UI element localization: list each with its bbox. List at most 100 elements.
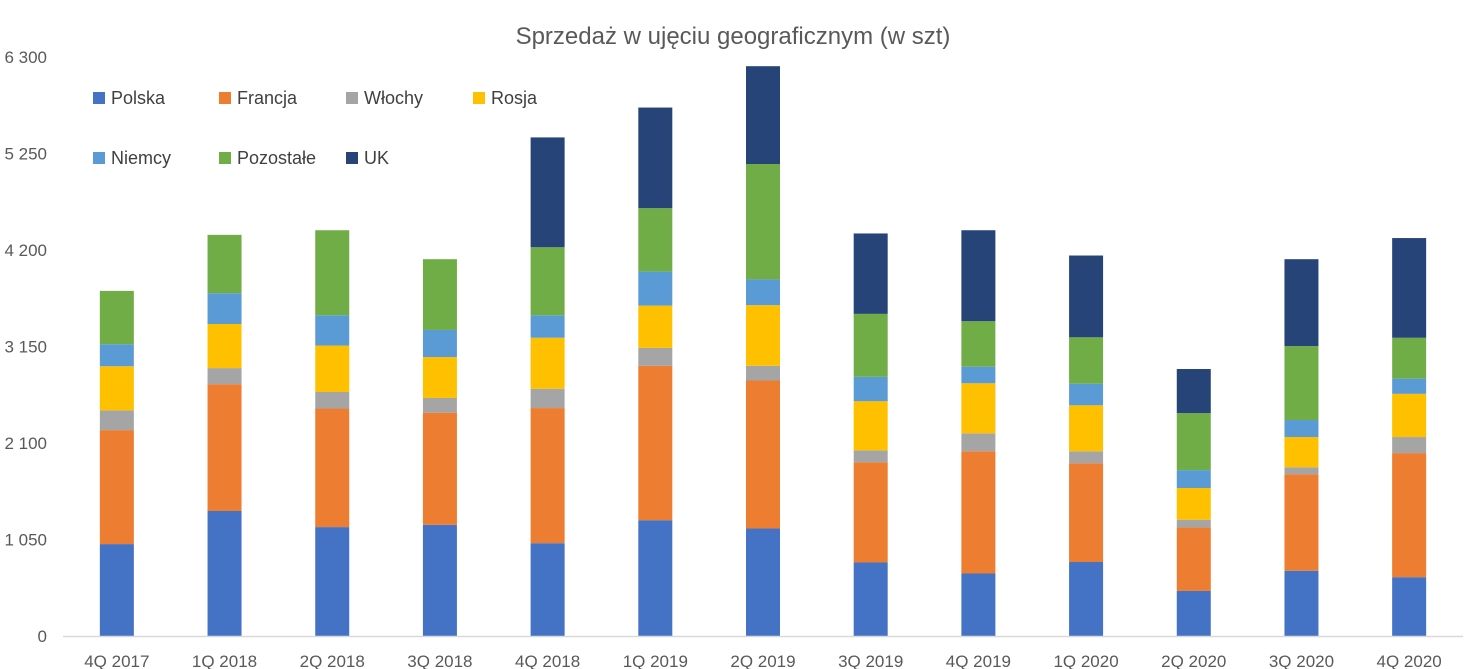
bar-segment-polska [1176, 590, 1211, 636]
bar-segment-włochy [1284, 467, 1319, 475]
bar-segment-włochy [207, 368, 242, 385]
bar-segment-niemcy [1392, 378, 1427, 394]
legend-label: Włochy [364, 88, 423, 108]
x-tick-label: 1Q 2020 [1053, 652, 1118, 669]
legend-swatch-niemcy [93, 152, 105, 164]
bar-segment-włochy [99, 410, 134, 431]
legend-label: Rosja [491, 88, 538, 108]
bar-segment-francja [99, 430, 134, 545]
y-tick-label: 5 250 [4, 145, 47, 164]
bar-segment-niemcy [1284, 420, 1319, 438]
legend-swatch-włochy [346, 92, 358, 104]
bar-segment-niemcy [1069, 383, 1104, 406]
bar-segment-polska [315, 527, 350, 636]
bar-segment-włochy [961, 433, 996, 452]
legend: Polska Francja Włochy Rosja Niemcy Pozostałe U… [93, 88, 538, 168]
bar-segment-niemcy [315, 315, 350, 346]
bar-segment-rosja [1392, 393, 1427, 438]
bar-segment-rosja [853, 401, 888, 451]
x-tick-label: 2Q 2018 [300, 652, 365, 669]
bar-segment-uk [853, 233, 888, 314]
y-tick-label: 0 [38, 627, 47, 646]
bar-segment-francja [207, 384, 242, 512]
bar-segment-pozostałe [1284, 346, 1319, 421]
bar-segment-rosja [315, 345, 350, 392]
bar-segment-pozostałe [638, 208, 673, 272]
bar-segment-rosja [746, 305, 780, 366]
legend-label: Niemcy [111, 148, 171, 168]
bar-segment-francja [422, 412, 457, 525]
bar-segment-pozostałe [530, 247, 565, 316]
bar-segment-pozostałe [1176, 413, 1211, 471]
bar-segment-polska [99, 544, 134, 636]
bar-segment-francja [1069, 463, 1104, 563]
legend-swatch-rosja [473, 92, 485, 104]
bar-segment-rosja [961, 383, 996, 434]
x-axis: 4Q 2017 1Q 2018 2Q 2018 3Q 2018 4Q 2018 1Q 20… [63, 635, 1463, 669]
legend-label: UK [364, 148, 389, 168]
bar-segment-polska [746, 528, 780, 636]
bar-segment-francja [746, 380, 780, 529]
legend-swatch-pozostałe [219, 152, 231, 164]
bar-segment-włochy [638, 347, 673, 366]
bar-segment-pozostałe [961, 321, 996, 367]
bar-segment-niemcy [961, 366, 996, 384]
bar-segment-niemcy [207, 293, 242, 324]
bar-segment-pozostałe [207, 234, 242, 294]
bar-segment-rosja [1069, 405, 1104, 452]
bar-segment-polska [853, 562, 888, 636]
bar-segment-rosja [1176, 488, 1211, 520]
bar-segment-włochy [853, 450, 888, 463]
bar-segment-francja [1176, 527, 1211, 591]
bar-segment-włochy [1069, 451, 1104, 464]
bar-segment-rosja [638, 305, 673, 348]
bar-segment-polska [638, 520, 673, 636]
bar-segment-niemcy [638, 271, 673, 306]
bar-segment-pozostałe [99, 290, 134, 345]
x-tick-label: 3Q 2018 [407, 652, 472, 669]
x-tick-label: 3Q 2020 [1269, 652, 1334, 669]
bar-segment-polska [422, 524, 457, 636]
x-tick-label: 4Q 2020 [1377, 652, 1442, 669]
y-tick-label: 1 050 [4, 531, 47, 550]
bar-segment-francja [961, 451, 996, 574]
bar-segment-francja [853, 462, 888, 563]
chart-title: Sprzedaż w ujęciu geograficznym (w szt) [516, 23, 951, 50]
bar-segment-pozostałe [853, 313, 888, 377]
bar-segment-pozostałe [746, 164, 780, 280]
bar-segment-uk [746, 66, 780, 165]
y-tick-label: 2 100 [4, 434, 47, 453]
bar-segment-uk [1284, 259, 1319, 347]
bar-segment-francja [1284, 474, 1319, 571]
x-tick-label: 1Q 2018 [192, 652, 257, 669]
x-tick-label: 2Q 2020 [1161, 652, 1226, 669]
bar-segment-włochy [1176, 519, 1211, 528]
bar-segment-rosja [207, 323, 242, 369]
bar-segment-włochy [746, 365, 780, 381]
legend-swatch-francja [219, 92, 231, 104]
bar-segment-polska [1069, 562, 1104, 636]
bars-area [99, 66, 1427, 636]
y-tick-label: 6 300 [4, 48, 47, 67]
x-tick-label: 4Q 2018 [515, 652, 580, 669]
bar-segment-polska [961, 573, 996, 636]
legend-swatch-uk [346, 152, 358, 164]
bar-segment-pozostałe [1392, 337, 1427, 379]
bar-segment-pozostałe [422, 259, 457, 330]
bar-segment-polska [1392, 577, 1427, 636]
bar-segment-francja [530, 408, 565, 544]
bar-segment-włochy [422, 397, 457, 413]
bar-segment-niemcy [422, 329, 457, 358]
legend-label: Polska [111, 88, 166, 108]
x-tick-label: 1Q 2019 [623, 652, 688, 669]
bar-segment-uk [1176, 369, 1211, 414]
x-tick-label: 4Q 2017 [84, 652, 149, 669]
bar-segment-rosja [99, 366, 134, 411]
bar-segment-uk [530, 137, 565, 248]
bar-segment-polska [530, 543, 565, 636]
bar-segment-polska [1284, 570, 1319, 636]
legend-swatch-polska [93, 92, 105, 104]
bar-segment-pozostałe [315, 230, 350, 316]
